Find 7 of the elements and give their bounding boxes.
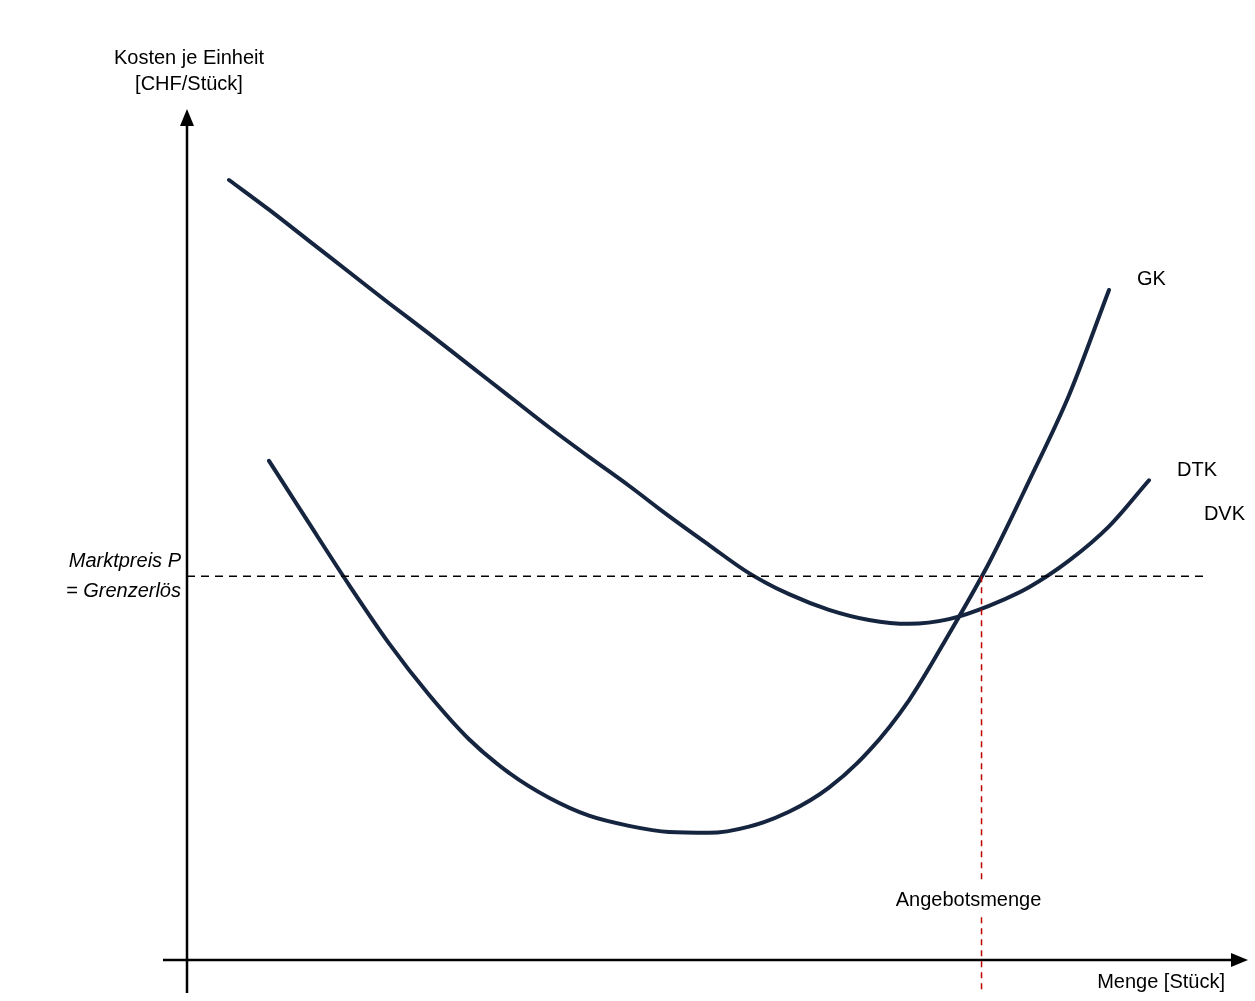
series-label: DTK — [1177, 457, 1218, 480]
series-label: GK — [1137, 267, 1167, 290]
annotation: DVK — [1203, 501, 1246, 524]
annotation: Angebotsmenge — [895, 887, 1042, 910]
ref-line-label: Marktpreis P = Grenzerlös — [65, 548, 182, 601]
x-axis-title: Menge [Stück] — [1097, 969, 1225, 992]
y-axis-title: Kosten je Einheit [CHF/Stück] — [113, 45, 265, 94]
